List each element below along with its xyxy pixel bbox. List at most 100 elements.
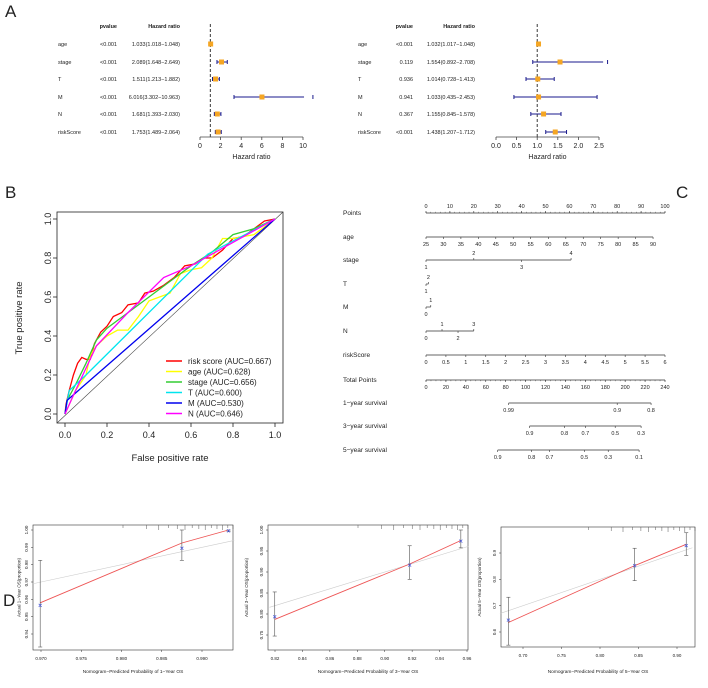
- forest-row-pvalue: <0.001: [100, 77, 117, 83]
- x-tick-label: 0.92: [408, 656, 417, 661]
- x-tick-label: 10: [299, 143, 307, 150]
- nomogram-tick-label: 85: [633, 242, 639, 248]
- nomogram-tick-label: 80: [614, 204, 620, 210]
- nomogram-tick-label: 1: [440, 322, 443, 328]
- forest-row-pvalue: <0.001: [100, 95, 117, 101]
- x-tick-label: 0: [198, 143, 202, 150]
- x-tick-label: 2.5: [594, 143, 604, 150]
- legend-label: stage (AUC=0.656): [188, 378, 257, 387]
- forest-row-pvalue: <0.001: [396, 130, 413, 136]
- y-tick-label: 0.8: [492, 576, 497, 583]
- forest-row-name: M: [358, 95, 363, 101]
- nomogram-tick-label: 35: [458, 242, 464, 248]
- panel-label-d: D: [3, 591, 15, 610]
- x-tick-label: 0.5: [512, 143, 522, 150]
- nomogram-tick-label: 4: [570, 251, 573, 257]
- hr-box: [213, 76, 219, 82]
- nomogram-row-label: M: [343, 304, 348, 311]
- x-tick-label: 2: [219, 143, 223, 150]
- y-tick-label: 1.00: [24, 525, 29, 534]
- x-tick-label: 0.90: [673, 653, 682, 658]
- nomogram-tick-label: 0.9: [494, 455, 502, 461]
- nomogram-tick-label: 0.8: [561, 431, 569, 437]
- nomogram-tick-label: 5.5: [641, 360, 649, 366]
- forest-row-pvalue: 0.119: [400, 60, 413, 66]
- nomogram-tick-label: 60: [545, 242, 551, 248]
- legend-label: age (AUC=0.628): [188, 368, 251, 377]
- nomogram-tick-label: 1: [429, 298, 432, 304]
- y-tick-label: 0.6: [43, 291, 53, 304]
- x-tick-label: 1.0: [532, 143, 542, 150]
- forest-row-pvalue: 0.941: [399, 95, 413, 101]
- observed-point-marker: [407, 563, 412, 567]
- nomogram-row-label: Points: [343, 210, 362, 217]
- nomogram-tick-label: 30: [495, 204, 501, 210]
- nomogram-tick-label: 0: [424, 312, 427, 318]
- observed-point-marker: [180, 546, 184, 550]
- x-axis-label: Nomogram−Predicted Probability of 3−Year…: [318, 669, 419, 675]
- forest-row-hr-text: 1.681(1.393−2.030): [132, 112, 180, 118]
- nomogram-tick-label: 40: [463, 385, 469, 391]
- forest-header-pvalue: pvalue: [396, 24, 413, 30]
- x-tick-label: 0.70: [519, 653, 528, 658]
- nomogram-tick-label: 0.3: [637, 431, 645, 437]
- nomogram-tick-label: 10: [447, 204, 453, 210]
- plot-frame: [267, 524, 469, 651]
- x-tick-label: 0.82: [271, 656, 280, 661]
- nomogram-row-label: riskScore: [343, 352, 370, 359]
- roc-curve-2: [64, 218, 276, 415]
- nomogram-row-label: 1−year survival: [343, 400, 387, 407]
- nomogram-tick-label: 2: [456, 336, 459, 342]
- x-tick-label: 0.6: [185, 430, 198, 440]
- nomogram-tick-label: 20: [471, 204, 477, 210]
- nomogram-tick-label: 60: [566, 204, 572, 210]
- nomogram-tick-label: 55: [528, 242, 534, 248]
- nomogram-tick-label: 20: [443, 385, 449, 391]
- nomogram-tick-label: 140: [561, 385, 570, 391]
- nomogram-tick-label: 0.1: [635, 455, 643, 461]
- forest-row-hr-text: 1.155(0.845−1.578): [427, 112, 475, 118]
- x-axis-label: Hazard ratio: [528, 154, 566, 161]
- y-axis-label: True positive rate: [14, 281, 25, 354]
- observed-point-marker: [459, 539, 463, 543]
- nomogram-row-label: 5−year survival: [343, 447, 387, 454]
- legend-label: risk score (AUC=0.667): [188, 357, 272, 366]
- y-tick-label: 0.9: [492, 549, 497, 556]
- hr-box: [536, 94, 542, 100]
- forest-row-hr-text: 1.033(0.435−2.453): [427, 95, 475, 101]
- x-tick-label: 0.975: [76, 656, 88, 661]
- nomogram-tick-label: 2.5: [522, 360, 530, 366]
- nomogram-tick-label: 3: [520, 265, 523, 271]
- forest-row-pvalue: <0.001: [100, 112, 117, 118]
- y-tick-label: 0.75: [259, 630, 264, 639]
- nomogram-tick-label: 100: [521, 385, 530, 391]
- observed-point-marker: [38, 603, 42, 608]
- x-tick-label: 0.980: [116, 656, 128, 661]
- y-axis-label: Actual 5−Year OS(proportion): [477, 557, 482, 616]
- nomogram-tick-label: 90: [638, 204, 644, 210]
- nomogram-tick-label: 60: [483, 385, 489, 391]
- nomogram-tick-label: 0.9: [613, 408, 621, 414]
- nomogram-tick-label: 80: [503, 385, 509, 391]
- calibration-curve: [40, 529, 229, 604]
- nomogram-tick-label: 2: [504, 360, 507, 366]
- x-tick-label: 0.86: [325, 656, 334, 661]
- hr-box: [219, 59, 225, 65]
- hr-box: [215, 129, 221, 135]
- nomogram-tick-label: 0.5: [442, 360, 450, 366]
- nomogram-tick-label: 240: [660, 385, 669, 391]
- forest-header-hr: Hazard ratio: [148, 24, 180, 30]
- forest-row-name: stage: [58, 60, 71, 66]
- panel-label-a: A: [5, 2, 17, 21]
- x-tick-label: 0.96: [463, 656, 472, 661]
- forest-row-name: T: [358, 77, 362, 83]
- nomogram-tick-label: 4.5: [601, 360, 609, 366]
- nomogram-tick-label: 0.9: [526, 431, 534, 437]
- forest-row-hr-text: 1.438(1.207−1.712): [427, 130, 475, 136]
- nomogram-tick-label: 70: [590, 204, 596, 210]
- x-tick-label: 2.0: [574, 143, 584, 150]
- calibration-curve: [508, 543, 687, 623]
- nomogram-tick-label: 0: [424, 204, 427, 210]
- nomogram-row-label: 3−year survival: [343, 423, 387, 430]
- plot-frame: [500, 526, 696, 648]
